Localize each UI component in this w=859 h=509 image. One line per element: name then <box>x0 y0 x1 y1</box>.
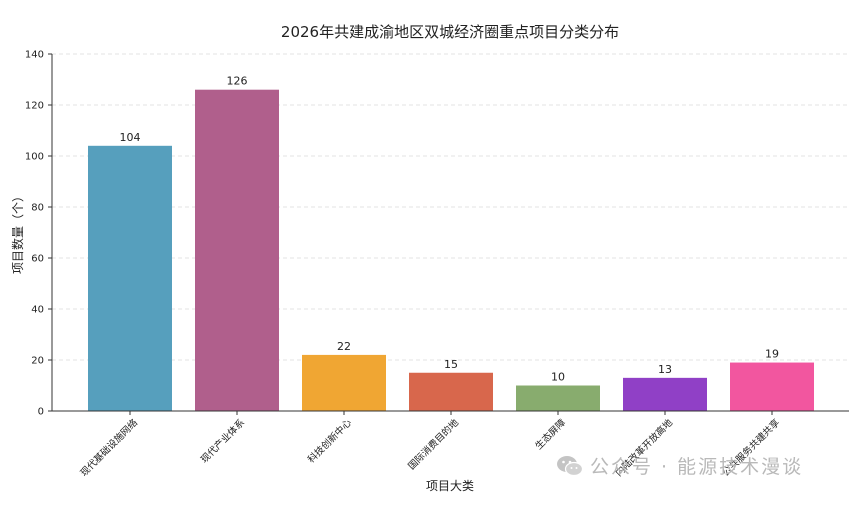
x-axis-label: 项目大类 <box>426 479 474 493</box>
value-label: 126 <box>227 75 248 88</box>
watermark: 公众号 · 能源技术漫谈 <box>556 452 803 479</box>
x-tick-label: 国际消费目的地 <box>406 416 462 472</box>
y-axis-label: 项目数量（个） <box>10 190 25 274</box>
watermark-text: 公众号 · 能源技术漫谈 <box>590 456 804 478</box>
x-tick-label: 现代基础设施网络 <box>78 416 141 479</box>
x-tick-label: 科技创新中心 <box>305 416 354 465</box>
y-tick-label: 80 <box>31 203 44 214</box>
value-label: 10 <box>551 371 565 384</box>
bar <box>409 372 493 411</box>
value-label: 15 <box>444 358 458 371</box>
value-label: 19 <box>765 348 779 361</box>
bar <box>195 89 279 411</box>
bar <box>730 362 814 411</box>
y-tick-label: 100 <box>25 152 44 163</box>
value-label: 13 <box>658 363 672 376</box>
bar <box>88 145 172 412</box>
wechat-icon <box>557 455 584 476</box>
x-tick-label: 现代产业体系 <box>198 417 247 466</box>
bar <box>623 377 707 411</box>
bars <box>88 89 814 412</box>
y-axis-ticks: 0 20 40 60 80 100 120 140 <box>25 50 52 418</box>
value-label: 104 <box>120 131 141 144</box>
value-labels: 104 126 22 15 10 13 19 <box>120 75 780 384</box>
x-tick-label: 生态屏障 <box>533 416 569 452</box>
y-tick-label: 140 <box>25 50 44 61</box>
bar <box>302 354 386 411</box>
bar <box>516 385 600 411</box>
y-tick-label: 120 <box>25 101 44 112</box>
y-tick-label: 60 <box>31 254 44 265</box>
value-label: 22 <box>337 340 351 353</box>
chart-title: 2026年共建成渝地区双城经济圈重点项目分类分布 <box>281 23 619 41</box>
y-tick-label: 0 <box>38 407 44 418</box>
y-tick-label: 20 <box>31 356 44 367</box>
y-tick-label: 40 <box>31 305 44 316</box>
